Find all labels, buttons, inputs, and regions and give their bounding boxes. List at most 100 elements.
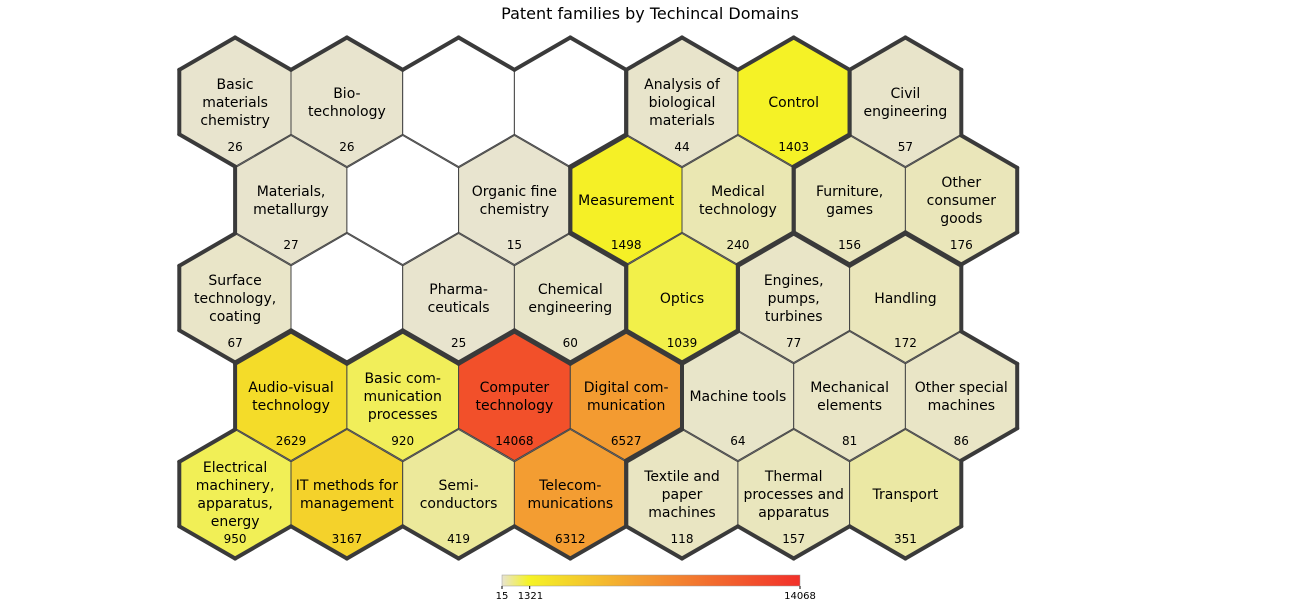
hex-label: Audio-visual: [248, 380, 334, 396]
group-border-segment: [568, 231, 629, 268]
hex-value: 25: [451, 336, 466, 350]
legend-color-bar: [501, 574, 801, 587]
group-border-segment: [568, 133, 629, 170]
chart-title: Patent families by Techincal Domains: [501, 4, 799, 23]
hex-label: management: [300, 496, 394, 512]
hex-label: technology: [252, 398, 330, 414]
hex-label: Semi-: [439, 478, 479, 494]
hex-label: goods: [940, 211, 982, 227]
hex-label: paper: [662, 487, 703, 503]
hex-label: munications: [527, 496, 613, 512]
hex-label: apparatus,: [197, 496, 272, 512]
hex-value: 14068: [495, 434, 533, 448]
hex-value: 1403: [778, 140, 809, 154]
hex-label: pumps,: [768, 291, 820, 307]
hex-label: Mechanical: [810, 380, 889, 396]
group-border-segment: [289, 35, 349, 72]
hex-label: processes and: [743, 487, 844, 503]
hex-label: processes: [368, 407, 438, 423]
hex-value: 77: [786, 336, 801, 350]
hex-label: engineering: [528, 300, 612, 316]
group-border-segment: [903, 524, 964, 561]
hex-value: 3167: [332, 532, 363, 546]
hex-label: Handling: [874, 291, 936, 307]
hex-label: materials: [649, 113, 715, 129]
hex-value: 15: [507, 238, 522, 252]
group-border-segment: [177, 35, 238, 72]
group-border-segment: [400, 329, 461, 366]
group-border-segment: [512, 35, 573, 72]
hex-label: materials: [202, 95, 268, 111]
hex-label: IT methods for: [296, 478, 398, 494]
hex-label: Textile and: [643, 469, 720, 485]
group-border-segment: [177, 231, 238, 268]
hex-label: Surface: [208, 273, 261, 289]
group-border-segment: [959, 133, 1020, 170]
hex-label: consumer: [927, 193, 997, 209]
legend-tick-label: 14068: [784, 591, 816, 602]
group-border-segment: [791, 231, 852, 268]
hex-label: turbines: [765, 309, 823, 325]
hex-label: metallurgy: [253, 202, 329, 218]
hex-value: 26: [227, 140, 242, 154]
hex-label: machinery,: [196, 478, 275, 494]
hex-label: conductors: [420, 496, 498, 512]
hex-label: games: [826, 202, 873, 218]
group-border-segment: [791, 524, 852, 561]
group-border-segment: [847, 524, 908, 561]
group-border-segment: [959, 329, 1020, 366]
group-border-segment: [177, 132, 238, 169]
hex-label: Medical: [711, 184, 765, 200]
hex-value: 60: [563, 336, 578, 350]
hex-label: chemistry: [200, 113, 270, 129]
group-border-segment: [735, 231, 796, 268]
group-border-segment: [680, 524, 740, 561]
hex-label: Measurement: [578, 193, 675, 209]
hex-value: 1039: [667, 336, 698, 350]
hex-label: energy: [211, 514, 260, 530]
group-border-segment: [512, 329, 573, 366]
hex-cells: [178, 36, 1018, 560]
group-border-segment: [344, 329, 405, 366]
hex-value: 1498: [611, 238, 642, 252]
hex-label: Computer: [480, 380, 550, 396]
hex-label: technology: [476, 398, 554, 414]
group-border-segment: [344, 524, 405, 561]
hex-label: Organic fine: [472, 184, 557, 200]
group-border-segment: [624, 524, 684, 561]
hex-value: 156: [838, 238, 861, 252]
group-border-segment: [624, 329, 684, 366]
hex-label: Engines,: [764, 273, 824, 289]
hex-label: Basic com-: [364, 371, 440, 387]
group-border-segment: [233, 524, 293, 561]
hex-value: 27: [283, 238, 298, 252]
hex-label: Analysis of: [644, 77, 721, 93]
hex-label: Materials,: [257, 184, 326, 200]
group-border-segment: [959, 230, 1020, 267]
group-border-segment: [903, 35, 964, 72]
hex-label: engineering: [864, 104, 948, 120]
legend-tick-label: 15: [496, 591, 509, 602]
hex-value: 67: [227, 336, 242, 350]
group-border-segment: [289, 329, 349, 366]
group-border-segment: [177, 427, 238, 464]
group-border-segment: [735, 35, 796, 72]
hex-label: machines: [648, 505, 715, 521]
group-border-segment: [791, 133, 852, 170]
group-border-segment: [680, 329, 740, 366]
hex-value: 6312: [555, 532, 586, 546]
group-border-segment: [624, 35, 684, 72]
hex-label: Telecom-: [538, 478, 601, 494]
hex-label: machines: [928, 398, 995, 414]
group-border-segment: [456, 329, 517, 366]
hex-label: Civil: [891, 86, 921, 102]
hex-label: Furniture,: [816, 184, 883, 200]
hex-label: Bio-: [333, 86, 360, 102]
group-border-segment: [568, 35, 629, 72]
group-borders: [177, 35, 1020, 561]
group-border-segment: [289, 524, 349, 561]
group-border-segment: [512, 524, 573, 561]
hex-label: biological: [649, 95, 716, 111]
hex-label: Pharma-: [429, 282, 488, 298]
